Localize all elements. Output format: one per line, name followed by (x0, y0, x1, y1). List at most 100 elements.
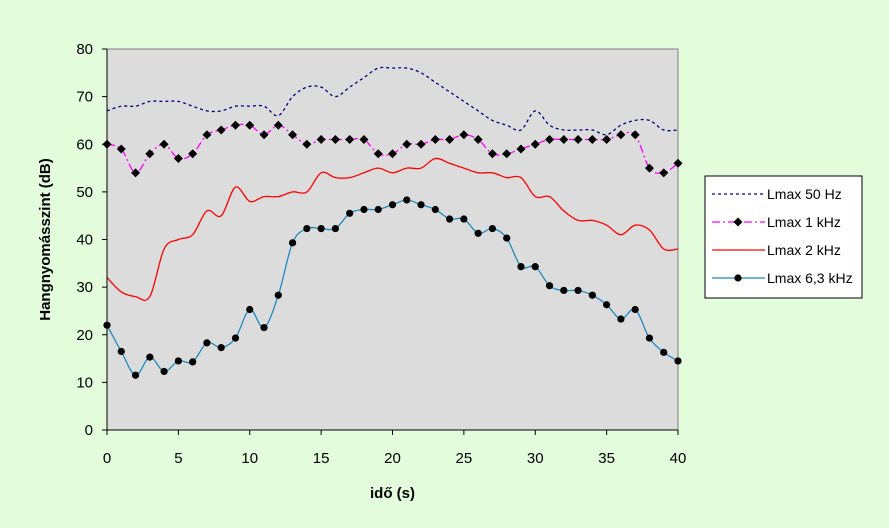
plot-area (106, 48, 679, 431)
data-point (403, 196, 411, 204)
data-point (188, 149, 198, 159)
data-point (473, 134, 483, 144)
data-point (160, 367, 168, 376)
x-tick-label: 15 (313, 450, 330, 467)
data-point (630, 130, 640, 140)
y-tick-label: 80 (76, 41, 93, 58)
x-tick-label: 40 (670, 450, 687, 467)
data-point (260, 324, 268, 332)
data-point (574, 286, 582, 295)
data-point (388, 149, 397, 159)
data-point (373, 149, 383, 159)
x-tick-label: 5 (174, 450, 182, 467)
data-point (217, 344, 225, 352)
data-point (145, 149, 155, 159)
data-point (616, 130, 626, 140)
legend-item: Lmax 50 Hz (712, 186, 842, 202)
y-axis-title: Hangnyomásszint (dB) (37, 158, 54, 321)
y-tick-label: 70 (76, 89, 93, 106)
x-tick-label: 35 (598, 450, 615, 467)
data-point (173, 154, 183, 164)
data-point (259, 130, 269, 140)
legend-item: Lmax 6,3 kHz (712, 270, 853, 286)
data-point (317, 224, 325, 233)
data-point (288, 239, 297, 247)
data-point (517, 263, 525, 271)
x-axis-title: idő (s) (370, 485, 415, 502)
x-tick-label: 25 (456, 450, 473, 467)
y-tick-label: 0 (85, 422, 93, 439)
axes-layer: 0 5 10 15 20 25 30 35 40 0 10 20 30 40 50 60 70 80 (76, 41, 686, 467)
data-point (203, 339, 211, 347)
data-point (502, 149, 512, 159)
data-point (316, 134, 326, 144)
series-line (106, 157, 679, 301)
data-point (189, 358, 197, 366)
data-point (274, 291, 282, 299)
data-point (445, 134, 455, 144)
series-lmax-50-hz (106, 66, 679, 136)
data-point (273, 120, 283, 130)
data-point (545, 134, 555, 144)
y-tick-label: 50 (76, 184, 93, 201)
data-point (487, 149, 497, 159)
data-point (231, 334, 240, 342)
data-point (459, 130, 469, 140)
data-point (346, 209, 354, 217)
data-point (402, 139, 412, 149)
data-point (559, 134, 569, 144)
data-point (660, 348, 668, 356)
legend-item: Lmax 1 kHz (712, 214, 841, 230)
data-point (374, 205, 382, 214)
data-point (588, 291, 596, 299)
data-point (416, 139, 426, 149)
data-point (302, 139, 312, 149)
x-tick-label: 10 (241, 450, 258, 467)
data-point (560, 286, 568, 295)
legend: Lmax 50 Hz Lmax 1 kHz Lmax 2 kHz Lmax 6,3 k… (704, 175, 863, 299)
x-tick-label: 0 (103, 450, 111, 467)
legend-marker (734, 274, 742, 282)
legend-marker (733, 217, 743, 227)
data-point (331, 224, 339, 233)
data-point (545, 282, 554, 290)
series-layer (102, 66, 683, 379)
data-point (602, 134, 612, 144)
x-tick-label: 30 (527, 450, 544, 467)
data-point (446, 215, 454, 223)
data-point (246, 305, 254, 314)
data-point (202, 130, 212, 140)
y-tick-label: 60 (76, 136, 93, 153)
series-lmax-6-3-khz (103, 196, 682, 379)
data-point (345, 134, 355, 144)
legend-item: Lmax 2 kHz (712, 242, 841, 258)
data-point (460, 215, 468, 223)
data-point (573, 134, 583, 144)
data-point (216, 125, 226, 135)
series-lmax-2-khz (106, 157, 679, 301)
legend-label: Lmax 2 kHz (767, 242, 841, 258)
data-point (230, 120, 240, 130)
data-point (131, 371, 140, 379)
y-tick-label: 20 (76, 327, 93, 344)
legend-label: Lmax 6,3 kHz (767, 270, 853, 286)
data-point (516, 144, 526, 154)
x-tick-label: 20 (384, 450, 401, 467)
data-point (530, 139, 540, 149)
data-point (117, 347, 125, 356)
data-point (674, 357, 682, 365)
data-point (645, 334, 654, 342)
legend-label: Lmax 1 kHz (767, 214, 841, 230)
data-point (531, 263, 539, 271)
series-lmax-1-khz (102, 120, 683, 178)
data-point (631, 305, 639, 314)
data-point (644, 163, 654, 173)
data-point (359, 134, 369, 144)
data-point (617, 315, 625, 323)
data-point (159, 139, 169, 149)
data-point (659, 168, 669, 178)
legend-label: Lmax 50 Hz (767, 186, 842, 202)
data-point (131, 168, 141, 178)
